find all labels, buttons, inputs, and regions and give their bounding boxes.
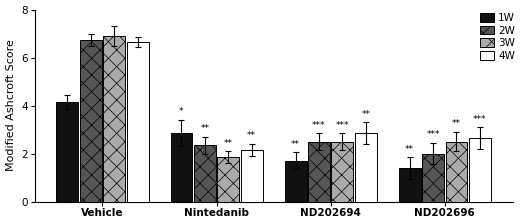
Bar bbox=[308, 142, 330, 202]
Text: *: * bbox=[179, 107, 184, 116]
Bar bbox=[445, 142, 467, 202]
Bar bbox=[284, 161, 306, 202]
Text: **: ** bbox=[405, 144, 414, 153]
Text: **: ** bbox=[361, 110, 370, 119]
Bar bbox=[170, 133, 192, 202]
Bar bbox=[56, 102, 78, 202]
Bar bbox=[103, 36, 125, 202]
Bar bbox=[355, 133, 377, 202]
Text: **: ** bbox=[224, 138, 233, 148]
Bar bbox=[80, 40, 102, 202]
Bar bbox=[399, 168, 420, 202]
Bar bbox=[217, 157, 239, 202]
Bar bbox=[422, 153, 444, 202]
Text: **: ** bbox=[452, 119, 461, 128]
Text: ***: *** bbox=[426, 130, 440, 139]
Bar bbox=[127, 42, 148, 202]
Text: **: ** bbox=[201, 124, 209, 133]
Bar bbox=[194, 145, 216, 202]
Y-axis label: Modified Ashcroft Score: Modified Ashcroft Score bbox=[6, 40, 16, 171]
Text: ***: *** bbox=[312, 121, 326, 129]
Text: **: ** bbox=[247, 131, 256, 140]
Text: ***: *** bbox=[473, 114, 487, 123]
Text: ***: *** bbox=[336, 121, 349, 129]
Text: **: ** bbox=[291, 140, 300, 149]
Bar bbox=[331, 142, 353, 202]
Legend: 1W, 2W, 3W, 4W: 1W, 2W, 3W, 4W bbox=[478, 11, 517, 63]
Bar bbox=[469, 138, 491, 202]
Bar bbox=[241, 150, 263, 202]
